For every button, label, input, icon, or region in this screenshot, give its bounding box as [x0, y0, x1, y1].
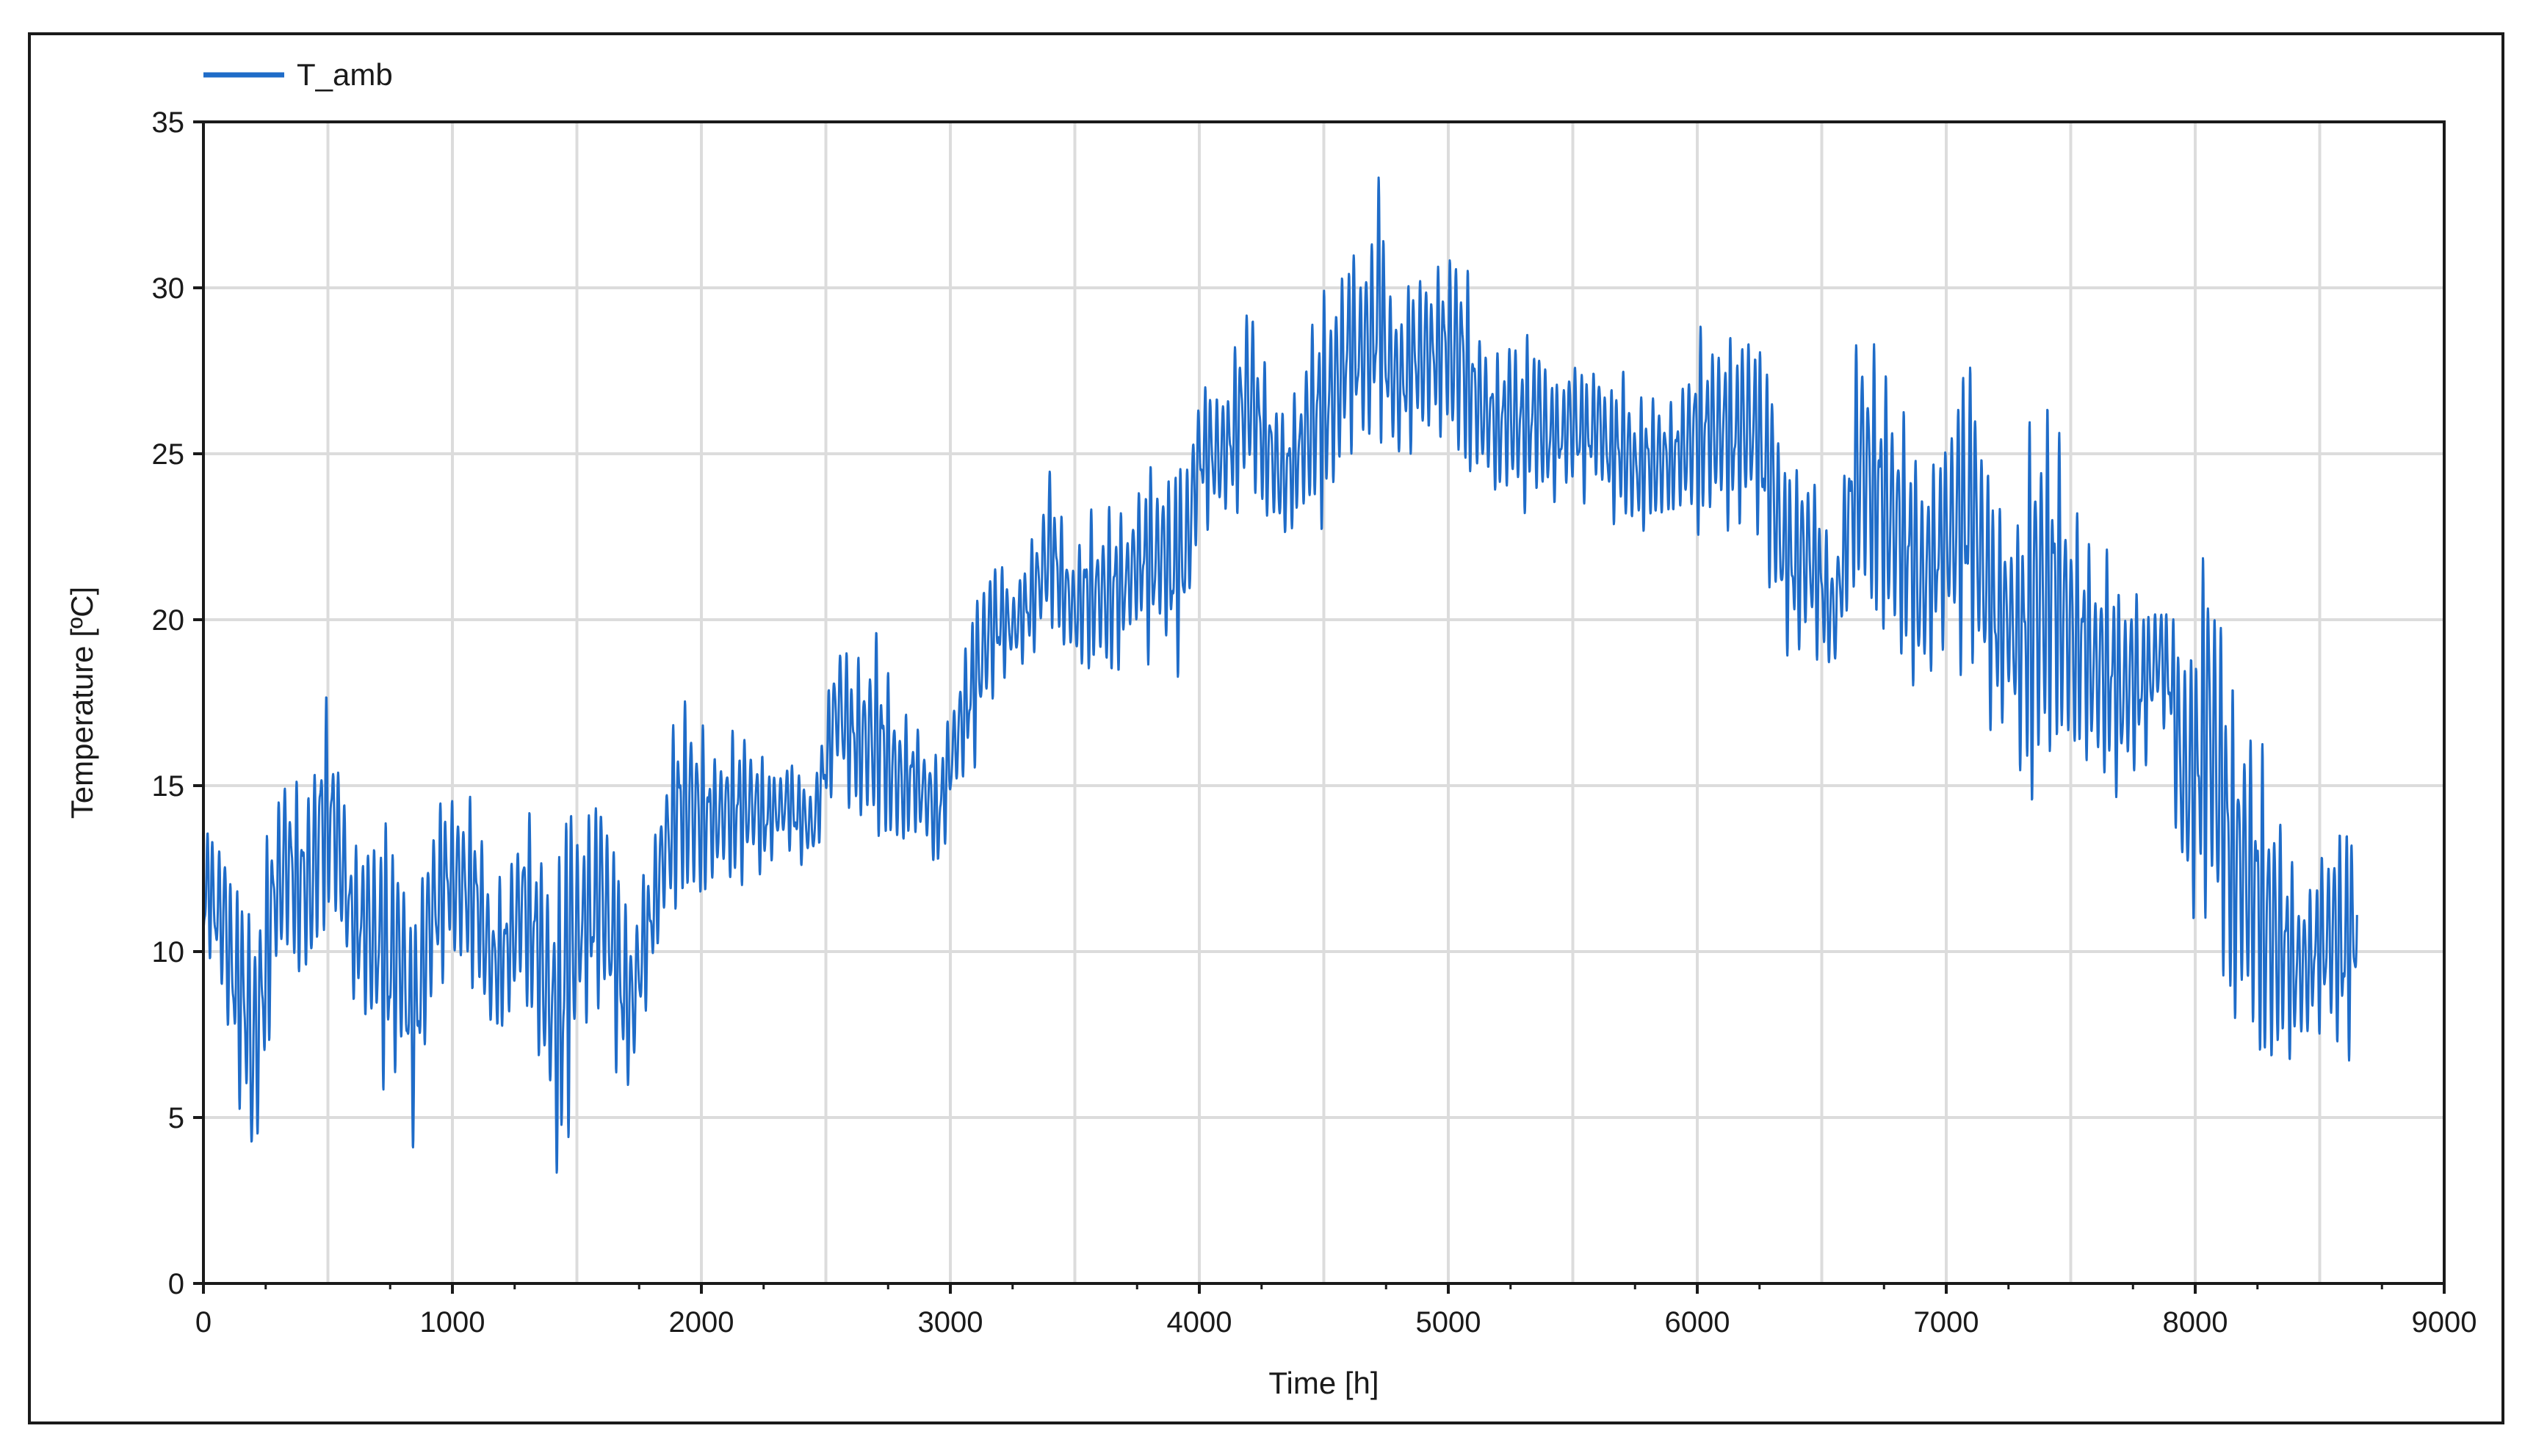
y-tick-label: 35: [152, 106, 185, 139]
y-tick-label: 10: [152, 936, 185, 968]
y-tick-label: 15: [152, 770, 185, 803]
x-tick-label: 4000: [1167, 1306, 1232, 1339]
y-tick-label: 20: [152, 604, 185, 637]
x-tick-label: 9000: [2412, 1306, 2477, 1339]
x-tick-label: 5000: [1416, 1306, 1481, 1339]
y-axis-label: Temperature [ºC]: [65, 587, 99, 819]
y-axis: 0 5 10 15 20 25 30 35: [152, 106, 203, 1300]
y-tick-label: 30: [152, 272, 185, 305]
series-layer: [202, 176, 2358, 1174]
y-tick-label: 5: [168, 1102, 184, 1134]
chart: 0 1000 2000 3000 4000 5000 6000 7000 8000 9000 0 5…: [65, 57, 2477, 1400]
legend: T_amb: [203, 57, 393, 92]
x-tick-label: 0: [195, 1306, 212, 1339]
legend-label-t-amb: T_amb: [297, 57, 393, 92]
x-tick-label: 1000: [420, 1306, 485, 1339]
y-tick-label: 0: [168, 1268, 184, 1300]
grid: [203, 122, 2444, 1283]
x-tick-label: 3000: [918, 1306, 983, 1339]
x-tick-label: 6000: [1665, 1306, 1730, 1339]
plot-frame: 0 1000 2000 3000 4000 5000 6000 7000 8000 9000 0 5…: [28, 32, 2504, 1424]
x-tick-label: 7000: [1914, 1306, 1979, 1339]
x-tick-label: 8000: [2163, 1306, 2228, 1339]
x-axis: 0 1000 2000 3000 4000 5000 6000 7000 8000 9000: [195, 1283, 2477, 1339]
series-line-t-amb: [202, 176, 2358, 1174]
x-axis-label: Time [h]: [1268, 1366, 1379, 1400]
y-tick-label: 25: [152, 438, 185, 471]
x-tick-label: 2000: [669, 1306, 734, 1339]
plot-area-border: [202, 120, 2446, 1285]
